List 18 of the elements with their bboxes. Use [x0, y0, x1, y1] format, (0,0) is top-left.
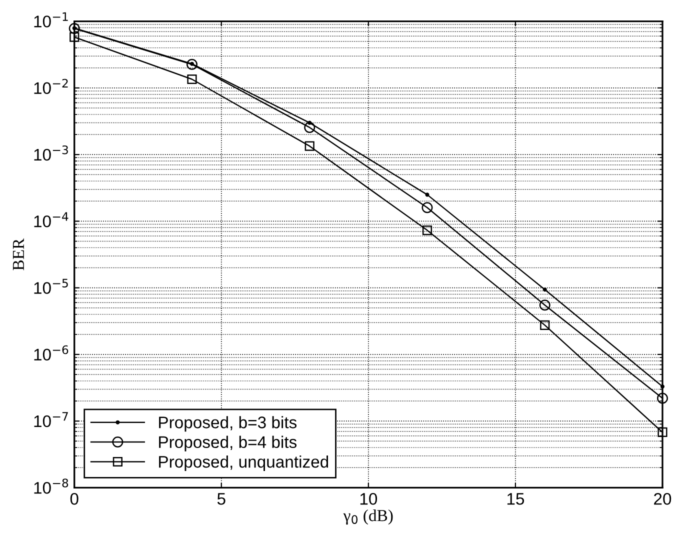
- y-tick-label: 10$^{−1}$: [34, 12, 68, 28]
- legend-label: Proposed, b=3 bits: [159, 416, 297, 432]
- x-tick-label: 20: [654, 492, 672, 505]
- x-tick-label: 15: [507, 493, 524, 505]
- y-tick-label: 10$^{−8}$: [34, 478, 68, 494]
- y-tick-label: 10$^{−7}$: [34, 412, 68, 428]
- legend-label: Proposed, unquantized: [159, 455, 328, 472]
- x-tick-label: 10: [360, 492, 378, 505]
- y-tick-label: 10$^{−5}$: [34, 278, 68, 294]
- y-tick-label: 10$^{−6}$: [34, 345, 68, 361]
- x-tick-label: 5: [217, 493, 226, 505]
- y-tick-label: 10$^{−4}$: [34, 212, 68, 228]
- y-tick-label: 10$^{−2}$: [34, 78, 68, 94]
- x-axis-title: γ$_{0}$ (dB): [343, 509, 393, 525]
- y-axis-title: BER: [12, 238, 24, 270]
- legend-label: Proposed, b=4 bits: [159, 436, 297, 452]
- x-tick-label: 0: [70, 492, 78, 505]
- y-tick-label: 10$^{−3}$: [34, 145, 68, 161]
